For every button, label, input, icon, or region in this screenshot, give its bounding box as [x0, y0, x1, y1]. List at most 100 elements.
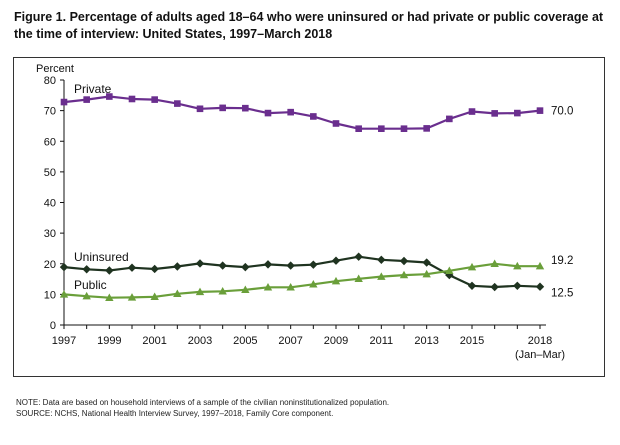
public-point: [399, 270, 409, 279]
y-tick-label: 60: [44, 136, 56, 148]
public-point: [490, 259, 499, 267]
public-point: [422, 269, 431, 278]
public-point: [467, 262, 477, 271]
x-tick-label: 1997: [52, 335, 76, 347]
uninsured-point: [195, 259, 205, 268]
chart-note: NOTE: Data are based on household interv…: [16, 398, 390, 407]
public-point: [331, 276, 341, 285]
private-point: [423, 125, 430, 132]
private-point: [196, 105, 204, 113]
private-series-label: Private: [74, 82, 112, 96]
private-point: [514, 109, 521, 117]
public-point: [354, 274, 363, 282]
chart-source: SOURCE: NCHS, National Health Interview …: [16, 408, 334, 418]
private-point: [536, 107, 544, 114]
public-point: [195, 287, 205, 296]
private-point: [60, 98, 68, 106]
private-point: [219, 104, 226, 112]
public-point: [150, 292, 159, 301]
public-point: [173, 289, 182, 297]
uninsured-point: [513, 281, 522, 290]
private-point: [174, 100, 181, 107]
public-point: [82, 291, 91, 300]
x-tick-label: 2003: [188, 335, 212, 347]
x-tick-label: 2015: [460, 335, 484, 347]
uninsured-point: [422, 258, 431, 267]
private-point: [446, 115, 453, 123]
uninsured-point: [127, 263, 137, 272]
uninsured-point: [241, 262, 250, 272]
uninsured-point: [399, 256, 409, 266]
x-tick-label: 1999: [97, 335, 121, 347]
y-axis-title: Percent: [36, 63, 74, 75]
chart-title: Figure 1. Percentage of adults aged 18–6…: [14, 10, 604, 41]
uninsured-point: [218, 261, 227, 270]
x-tick-label: 2005: [233, 335, 257, 347]
uninsured-point: [467, 281, 477, 290]
public-point: [218, 287, 227, 295]
uninsured-point: [490, 282, 499, 292]
private-point: [83, 96, 90, 103]
public-point: [513, 261, 522, 270]
uninsured-point: [286, 261, 295, 270]
private-point: [310, 113, 317, 120]
y-tick-label: 10: [44, 289, 56, 301]
private-end-value: 70.0: [551, 106, 573, 118]
uninsured-point: [82, 265, 91, 274]
x-tick-label: 2011: [370, 335, 394, 347]
x-tick-sublabel: (Jan–Mar): [515, 349, 565, 361]
public-series-label: Public: [74, 278, 107, 292]
y-tick-label: 50: [44, 167, 56, 179]
uninsured-point: [263, 260, 273, 269]
public-point: [377, 272, 386, 280]
uninsured-point: [105, 266, 114, 275]
private-point: [332, 120, 340, 127]
public-line: [63, 262, 540, 299]
y-tick-label: 80: [44, 75, 56, 87]
chart-notes: NOTE: Data are based on household interv…: [16, 398, 606, 419]
private-point: [242, 104, 249, 112]
uninsured-point: [309, 260, 318, 269]
public-point: [127, 293, 137, 301]
uninsured-point: [535, 282, 545, 291]
private-point: [128, 95, 136, 103]
uninsured-line: [63, 255, 541, 289]
uninsured-point: [59, 262, 69, 272]
public-point: [105, 293, 114, 301]
private-point: [491, 110, 498, 117]
public-point: [445, 266, 454, 274]
public-point: [535, 261, 545, 270]
public-point: [309, 279, 318, 288]
labels-layer: Private 70.0 Uninsured 12.5 Public 19.2: [74, 82, 573, 300]
x-tick-label: 2018: [528, 335, 552, 347]
y-tick-label: 70: [44, 106, 56, 118]
private-point: [151, 96, 158, 103]
chart-frame: [13, 57, 605, 377]
x-tick-label: 2007: [278, 335, 302, 347]
uninsured-point: [331, 256, 341, 265]
private-point: [378, 125, 385, 132]
y-tick-label: 30: [44, 228, 56, 240]
private-point: [106, 93, 113, 100]
y-tick-label: 40: [44, 198, 56, 210]
uninsured-point: [354, 252, 363, 261]
uninsured-point: [173, 262, 182, 271]
uninsured-series-label: Uninsured: [74, 250, 129, 264]
uninsured-point: [150, 264, 159, 274]
x-tick-label: 2009: [324, 335, 348, 347]
series-layer: [59, 93, 545, 301]
private-point: [287, 108, 294, 116]
public-point: [263, 283, 273, 291]
public-point: [59, 290, 69, 298]
public-end-value: 19.2: [551, 255, 573, 267]
x-tick-label: 2001: [142, 335, 166, 347]
uninsured-end-value: 12.5: [551, 288, 573, 300]
x-tick-label: 2013: [414, 335, 438, 347]
y-tick-label: 20: [44, 259, 56, 271]
public-point: [241, 285, 250, 293]
private-point: [355, 125, 362, 132]
private-line: [63, 95, 541, 130]
y-tick-label: 0: [50, 320, 56, 332]
